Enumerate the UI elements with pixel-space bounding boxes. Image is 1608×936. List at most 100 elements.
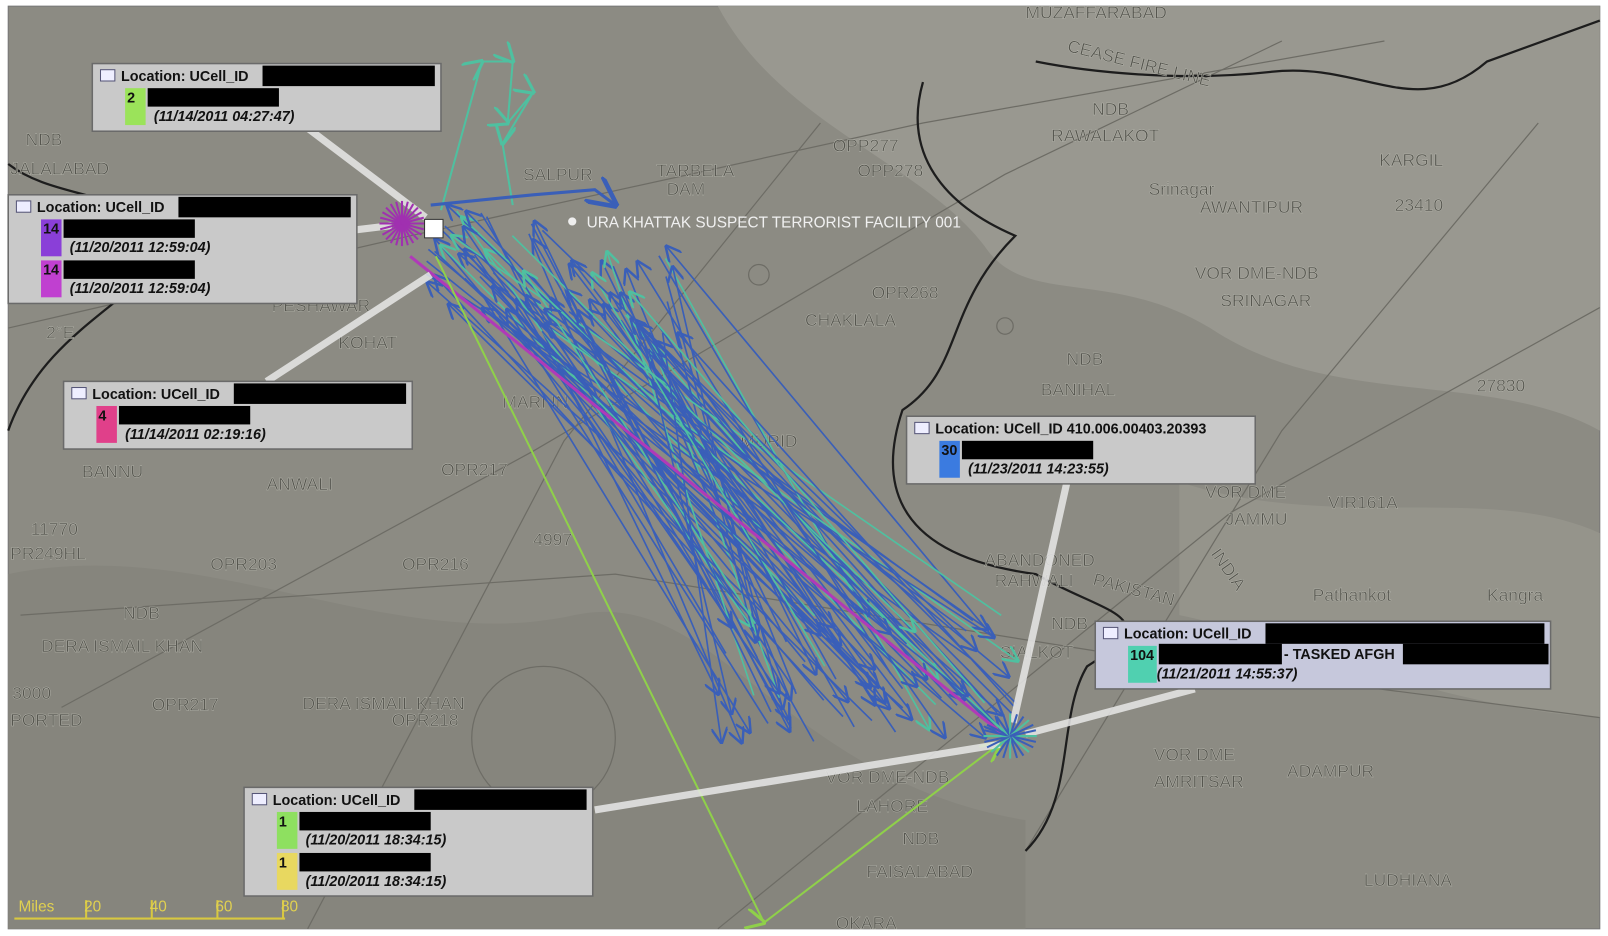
entry-time: (11/21/2011 14:55:37)	[1157, 667, 1298, 683]
entry-time: (11/23/2011 14:23:55)	[968, 462, 1109, 478]
map-label: NDB	[26, 130, 63, 150]
redaction	[118, 405, 251, 425]
scale-label: 20	[84, 898, 101, 915]
map-label: MARI IN	[503, 392, 569, 412]
track	[630, 292, 986, 704]
map-label: 4997	[533, 529, 572, 549]
redaction	[961, 440, 1094, 460]
cluster-ray	[990, 719, 1011, 737]
entry-count: 104	[1130, 648, 1154, 664]
map-label: ANWALI	[267, 474, 333, 494]
map-label: Pathankot	[1313, 585, 1392, 605]
map-label: 23410	[1395, 195, 1444, 215]
cluster-ray	[1009, 729, 1037, 738]
leader-line	[305, 125, 428, 221]
map-label: MUZAFFARABAD	[1026, 2, 1167, 22]
facility-marker	[568, 217, 577, 226]
track	[462, 217, 1011, 739]
leader-line	[264, 271, 433, 385]
map-label: NDB	[123, 603, 160, 623]
track	[613, 332, 840, 645]
cluster-ray	[995, 715, 1011, 737]
map-label: SIALKOT	[1000, 642, 1074, 662]
count-swatch	[939, 440, 960, 478]
track	[434, 255, 1000, 922]
leader-line	[1009, 483, 1071, 724]
navaid	[996, 317, 1014, 335]
callout: Location: UCell_ID 410.006.00403.20393 30…	[905, 415, 1256, 485]
map-label: PORTED	[10, 710, 82, 730]
count-swatch	[276, 852, 298, 890]
track	[642, 337, 731, 713]
map-label: 3000	[12, 683, 51, 703]
leader-lines	[264, 125, 1196, 814]
map-label: SALPUR	[523, 164, 593, 184]
redaction	[63, 260, 195, 279]
tracks	[409, 62, 1018, 923]
map-label: OPP278	[857, 160, 923, 180]
map-label: ADAMPUR	[1287, 761, 1374, 781]
callout: Location: UCell_ID 4 (11/14/2011 02:19:16)	[62, 380, 414, 450]
map-label: CHAKLALA	[805, 310, 896, 330]
leader-line	[356, 221, 393, 234]
map-label: DAM	[667, 179, 706, 199]
map-label: TARBELA	[656, 160, 734, 180]
track	[545, 309, 974, 622]
redaction	[233, 383, 407, 404]
map-label: OPR203	[210, 554, 277, 574]
track	[549, 328, 1018, 661]
track	[648, 331, 816, 674]
entry-count: 14	[43, 263, 59, 279]
track	[673, 267, 760, 642]
track	[637, 262, 892, 675]
track	[621, 293, 837, 680]
map-label: OPR217	[441, 460, 508, 480]
callout: Location: UCell_ID 14 (11/20/2011 12:59:04…	[7, 194, 358, 305]
track	[507, 310, 769, 724]
callout: Location: UCell_ID 1 (11/20/2011 18:34:15)…	[243, 786, 594, 897]
track	[448, 304, 873, 722]
scale-label: 40	[150, 898, 167, 915]
cluster-ray	[1009, 735, 1019, 759]
cluster-ray	[1002, 713, 1012, 737]
map-label: VOR DME	[1154, 745, 1235, 765]
track	[524, 271, 757, 625]
map-label: Srinagar	[1149, 179, 1215, 199]
map-label: AWANTIPUR	[1200, 197, 1303, 217]
map-label: JALALABAD	[10, 158, 109, 178]
entry-note: - TASKED AFGH	[1284, 647, 1395, 663]
scale-bar: Miles 20 40 60 80	[14, 898, 298, 920]
map-label: 2°E	[46, 322, 74, 342]
entry-count: 1	[279, 814, 287, 830]
entry-time: (11/14/2011 04:27:47)	[154, 109, 295, 125]
scale-label: 60	[215, 898, 232, 915]
callout-title: Location: UCell_ID	[273, 793, 401, 809]
callout: Location: UCell_ID 2 (11/14/2011 04:27:47)	[91, 62, 442, 132]
map-label: OPR218	[392, 710, 459, 730]
redaction	[147, 88, 279, 107]
count-swatch	[1128, 645, 1157, 683]
map-label: AMRITSAR	[1154, 771, 1244, 791]
entry-count: 2	[127, 91, 135, 107]
cluster-ray	[986, 723, 1011, 738]
map-label: ABANDONED	[984, 550, 1094, 570]
track	[489, 314, 985, 738]
track	[435, 275, 844, 718]
entry-time: (11/20/2011 12:59:04)	[70, 281, 211, 297]
track	[483, 297, 750, 733]
redaction	[1265, 623, 1545, 644]
callout-title: Location: UCell_ID	[121, 69, 249, 85]
track	[511, 235, 914, 631]
airway	[307, 122, 821, 930]
cluster-ray	[1009, 735, 1025, 757]
count-swatch	[96, 405, 117, 443]
entry-time: (11/20/2011 18:34:15)	[306, 833, 447, 849]
callout-icon	[71, 387, 87, 400]
map-label: DERA ISMAIL KHAN	[41, 636, 203, 656]
leader-line	[594, 740, 1001, 814]
track	[409, 255, 1006, 738]
callout-title: Location: UCell_ID 410.006.00403.20393	[935, 422, 1206, 438]
entry-time: (11/20/2011 18:34:15)	[306, 874, 447, 890]
